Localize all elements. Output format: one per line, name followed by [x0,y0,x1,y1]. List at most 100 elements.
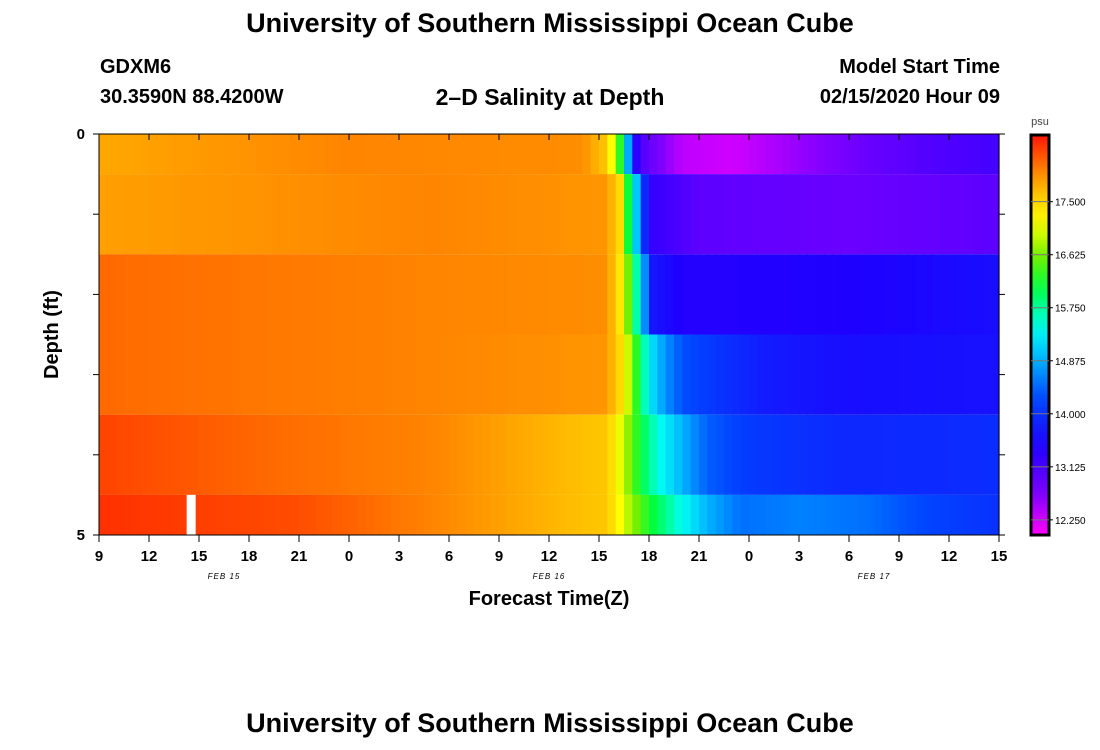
heatmap-cell [890,174,900,255]
heatmap-cell [99,494,108,535]
heatmap-cell [474,134,483,175]
heatmap-cell [524,334,533,415]
heatmap-cell [640,254,650,335]
heatmap-cell [632,494,642,535]
heatmap-cell [157,334,167,415]
heatmap-cell [982,414,992,495]
heatmap-cell [507,174,517,255]
heatmap-cell [599,254,608,335]
heatmap-cell [499,174,508,255]
heatmap-cell [482,174,492,255]
heatmap-cell [590,334,600,415]
heatmap-cell [974,254,983,335]
heatmap-cell [140,334,150,415]
heatmap-cell [815,254,825,335]
heatmap-cell [132,174,142,255]
heatmap-cell [749,134,758,175]
heatmap-cell [707,414,717,495]
heatmap-cell [865,414,875,495]
heatmap-cell [274,174,283,255]
colorbar-tick-label: 16.625 [1055,251,1086,262]
heatmap-cell [865,174,875,255]
heatmap-cell [240,134,250,175]
heatmap-cell [182,414,192,495]
heatmap-cell [615,494,625,535]
heatmap-cell [632,174,642,255]
heatmap-cell [124,254,133,335]
heatmap-cell [674,254,683,335]
heatmap-cell [699,494,708,535]
heatmap-cell [440,494,450,535]
heatmap-cell [574,494,583,535]
heatmap-cell [149,174,158,255]
heatmap-cell [932,174,942,255]
heatmap-cell [607,134,617,175]
heatmap-cell [899,414,908,495]
heatmap-cell [765,494,775,535]
heatmap-cell [190,134,200,175]
heatmap-cell [682,494,692,535]
heatmap-cell [132,494,142,535]
heatmap-cell [432,134,442,175]
heatmap-cell [140,414,150,495]
heatmap-cell [957,174,967,255]
heatmap-cell [665,134,675,175]
heatmap-cell [874,134,883,175]
heatmap-cell [740,174,750,255]
heatmap-cell [640,134,650,175]
heatmap-cell [840,334,850,415]
heatmap-cell [157,174,167,255]
heatmap-cell [515,414,525,495]
heatmap-cell [740,254,750,335]
heatmap-cell [365,494,375,535]
heatmap-cell [515,494,525,535]
heatmap-cell [540,334,550,415]
heatmap-cell [507,414,517,495]
heatmap-cell [615,174,625,255]
x-tick-label: 12 [541,548,558,565]
heatmap-cell [340,174,350,255]
heatmap-cell [515,174,525,255]
heatmap-cell [432,334,442,415]
heatmap-cell [724,414,733,495]
heatmap-cell [807,494,817,535]
heatmap-cell [699,174,708,255]
heatmap-cell [390,174,400,255]
heatmap-cell [374,174,383,255]
heatmap-cell [565,174,575,255]
heatmap-cell [524,134,533,175]
heatmap-cell [849,494,858,535]
heatmap-cell [232,334,242,415]
heatmap-cell [482,494,492,535]
heatmap-cell [432,494,442,535]
heatmap-cell [132,254,142,335]
heatmap-cell [965,334,975,415]
heatmap-cell [857,494,867,535]
heatmap-cell [407,494,417,535]
heatmap-cell [632,254,642,335]
heatmap-cell [949,414,958,495]
heatmap-cell [174,494,183,535]
heatmap-cell [257,134,267,175]
heatmap-cell [640,334,650,415]
heatmap-cell [390,134,400,175]
heatmap-cell [915,254,925,335]
heatmap-cell [332,334,342,415]
x-tick-label: 9 [895,548,903,565]
heatmap-cell [199,334,208,415]
heatmap-cell [815,134,825,175]
heatmap-cell [899,254,908,335]
heatmap-cell [432,174,442,255]
heatmap-cell [624,254,633,335]
heatmap-cell [149,334,158,415]
heatmap-cell [424,134,433,175]
heatmap-cell [232,494,242,535]
heatmap-cell [790,334,800,415]
heatmap-cell [182,174,192,255]
heatmap-cell [615,334,625,415]
heatmap-cell [949,134,958,175]
heatmap-cell [724,334,733,415]
heatmap-cell [324,494,333,535]
heatmap-cell [915,414,925,495]
heatmap-cell [332,254,342,335]
